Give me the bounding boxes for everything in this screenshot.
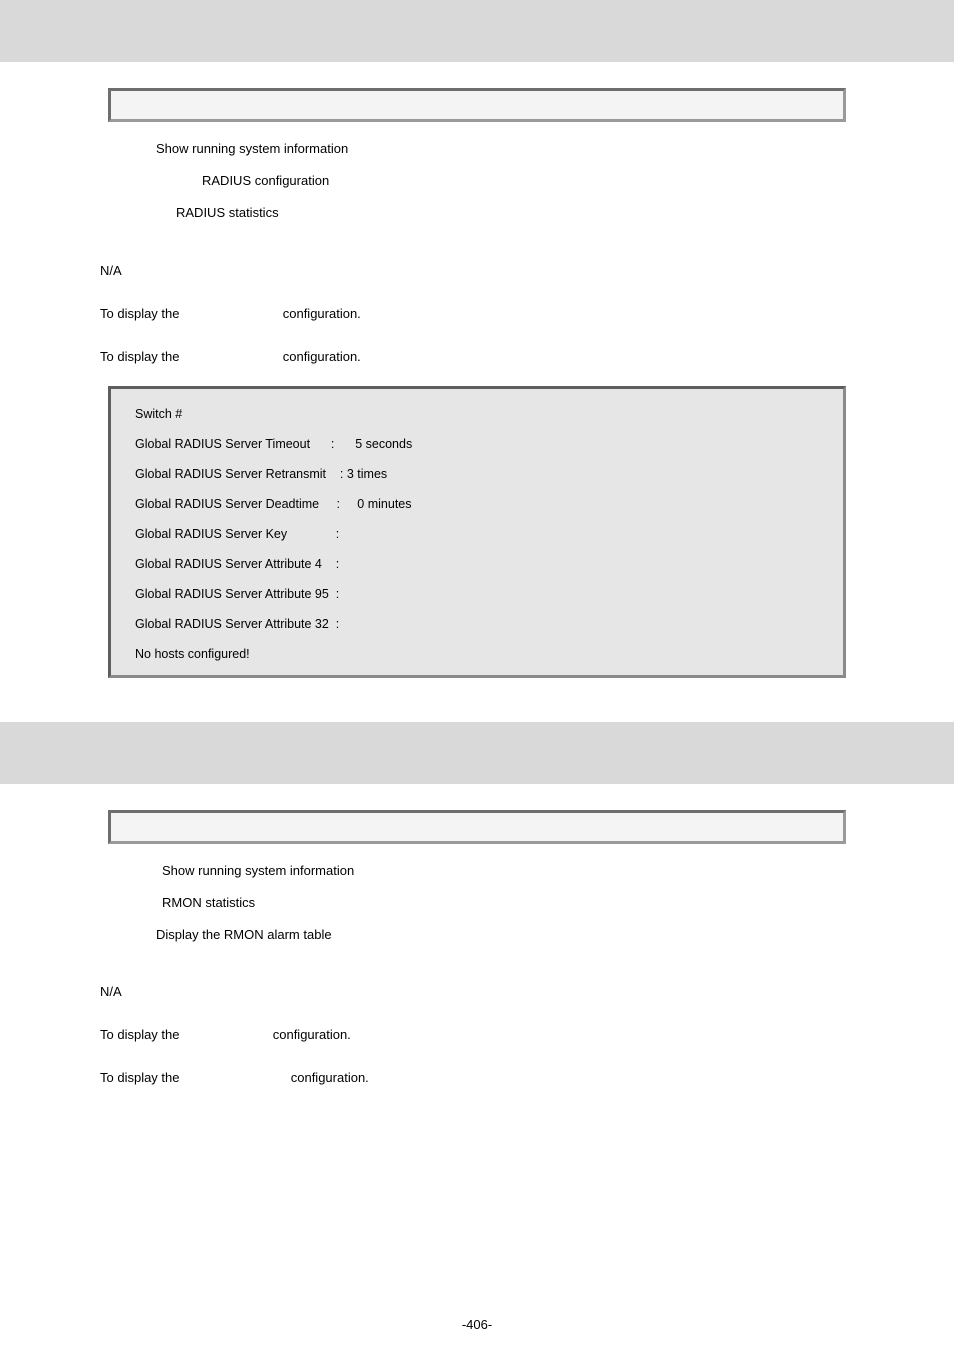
default-value: N/A [100, 984, 854, 999]
code-line: Global RADIUS Server Timeout : 5 seconds [135, 437, 819, 451]
syntax-box [108, 88, 846, 122]
example-line: To display the configuration. [100, 1070, 854, 1085]
example-prefix: To display the [100, 349, 183, 364]
code-line: Global RADIUS Server Attribute 95 : [135, 587, 819, 601]
code-line: No hosts configured! [135, 647, 819, 661]
code-output-box: Switch # Global RADIUS Server Timeout : … [108, 386, 846, 678]
usage-prefix: To display the [100, 1027, 183, 1042]
example-suffix: configuration. [283, 349, 361, 364]
usage-suffix: configuration. [273, 1027, 351, 1042]
example-prefix: To display the [100, 1070, 183, 1085]
usage-prefix: To display the [100, 306, 183, 321]
description-line: Show running system information [100, 140, 854, 158]
syntax-box [108, 810, 846, 844]
code-line: Global RADIUS Server Attribute 4 : [135, 557, 819, 571]
code-line: Global RADIUS Server Retransmit : 3 time… [135, 467, 819, 481]
default-value: N/A [100, 263, 854, 278]
page-number: -406- [0, 1317, 954, 1332]
usage-guide: To display the configuration. [100, 1027, 854, 1042]
description-line: RADIUS configuration [100, 172, 854, 190]
section-header-bar [0, 722, 954, 784]
usage-guide: To display the configuration. [100, 306, 854, 321]
description-line: RADIUS statistics [100, 204, 854, 222]
section-header-bar [0, 0, 954, 62]
code-line: Switch # [135, 407, 819, 421]
code-line: Global RADIUS Server Key : [135, 527, 819, 541]
code-line: Global RADIUS Server Attribute 32 : [135, 617, 819, 631]
usage-suffix: configuration. [283, 306, 361, 321]
description-line: Display the RMON alarm table [100, 926, 854, 944]
description-line: RMON statistics [100, 894, 854, 912]
description-line: Show running system information [100, 862, 854, 880]
example-line: To display the configuration. [100, 349, 854, 364]
example-suffix: configuration. [291, 1070, 369, 1085]
code-line: Global RADIUS Server Deadtime : 0 minute… [135, 497, 819, 511]
